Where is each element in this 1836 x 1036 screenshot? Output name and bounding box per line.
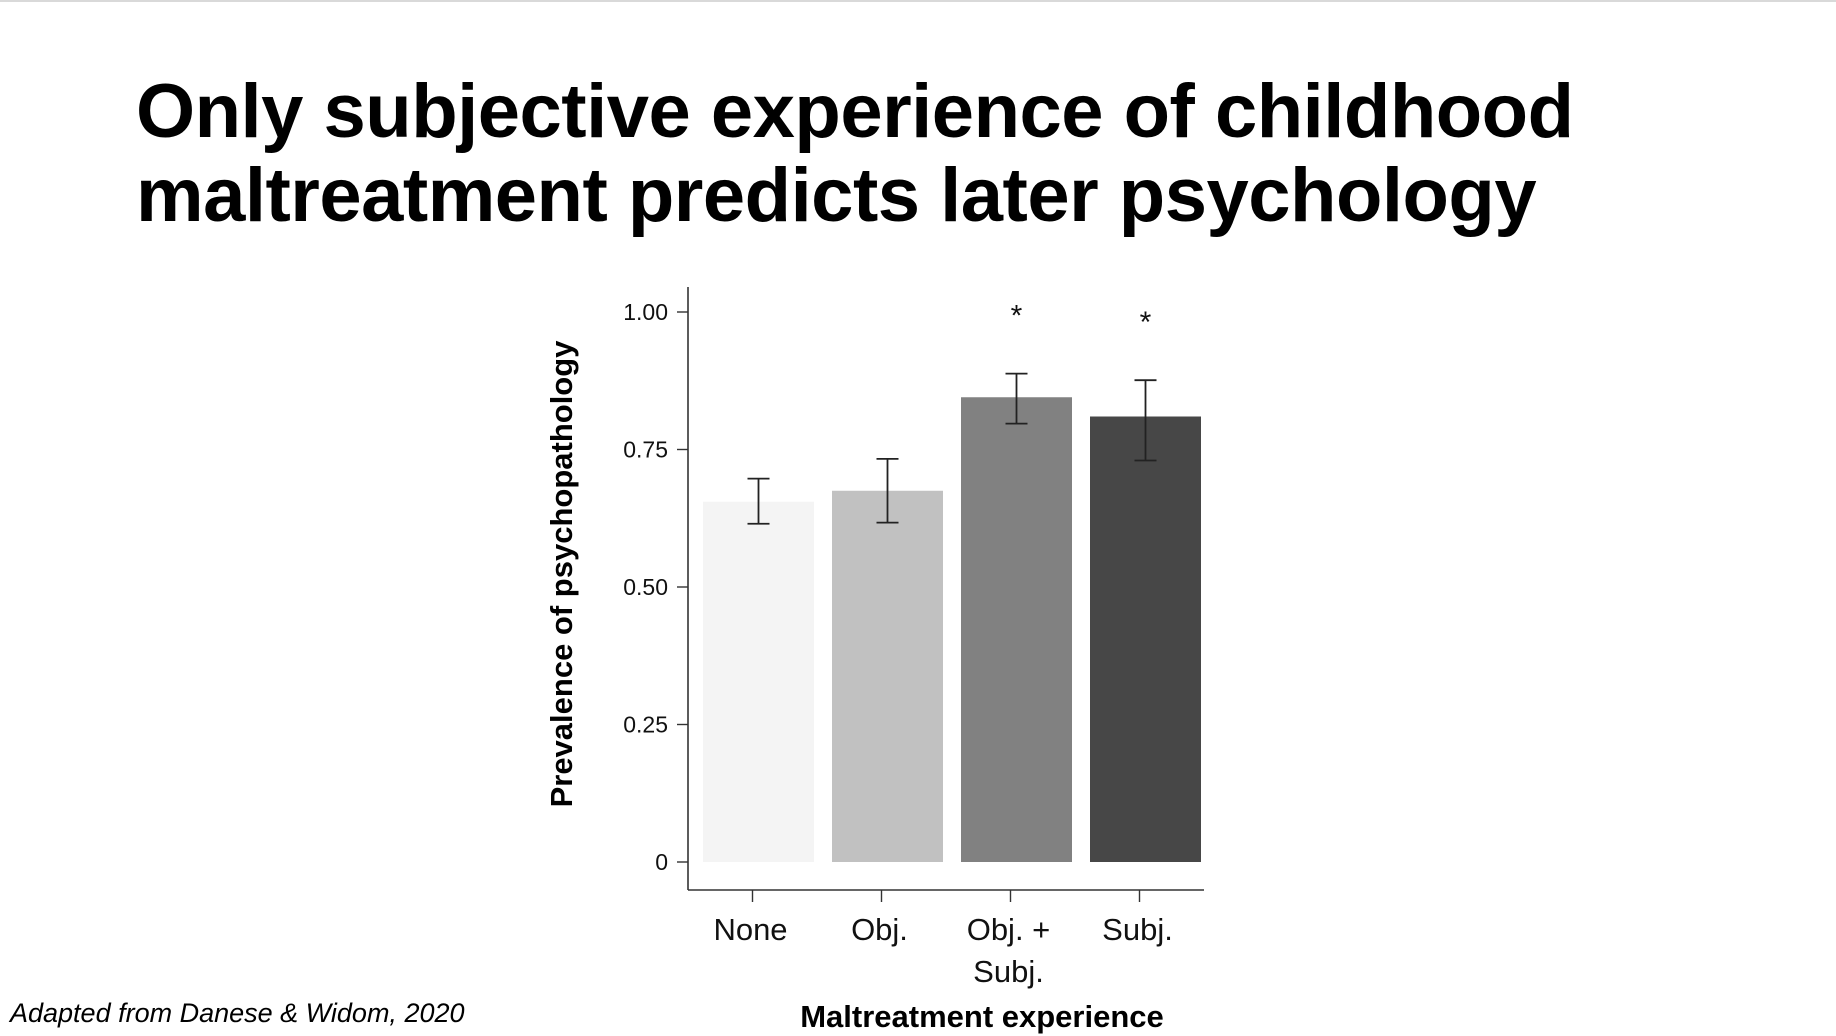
y-tick-label: 0.50 <box>623 574 668 600</box>
bar <box>1090 416 1201 862</box>
y-tick-label: 0.75 <box>623 437 668 463</box>
slide-title-line-1: Only subjective experience of childhood <box>136 69 1574 154</box>
significance-marker: * <box>1140 306 1152 339</box>
x-tick-label: Subj. <box>973 954 1044 989</box>
slide-title-line-2: maltreatment predicts later psychology <box>136 153 1537 238</box>
y-tick-label: 0 <box>655 849 668 875</box>
bar <box>703 501 814 862</box>
x-tick-label: Subj. <box>1102 912 1173 947</box>
error-bars: * * <box>747 300 1157 525</box>
bar <box>961 397 1072 862</box>
y-axis: 0 0.25 0.50 0.75 1.00 <box>623 287 689 890</box>
x-axis: None Obj. Obj. + Subj. Subj. <box>688 889 1204 989</box>
y-tick-label: 1.00 <box>623 299 668 325</box>
significance-marker: * <box>1011 300 1023 333</box>
y-tick-label: 0.25 <box>623 712 668 738</box>
x-axis-label: Maltreatment experience <box>800 999 1164 1034</box>
x-tick-label: Obj. <box>851 912 908 947</box>
y-axis-label: Prevalence of psychopathology <box>544 340 579 808</box>
bar <box>832 490 943 862</box>
x-tick-label: None <box>713 912 787 947</box>
slide-title: Only subjective experience of childhood … <box>136 70 1736 238</box>
x-tick-label: Obj. + <box>967 912 1051 947</box>
top-divider <box>0 0 1836 2</box>
bars <box>703 397 1201 862</box>
citation: Adapted from Danese & Widom, 2020 <box>10 998 465 1028</box>
